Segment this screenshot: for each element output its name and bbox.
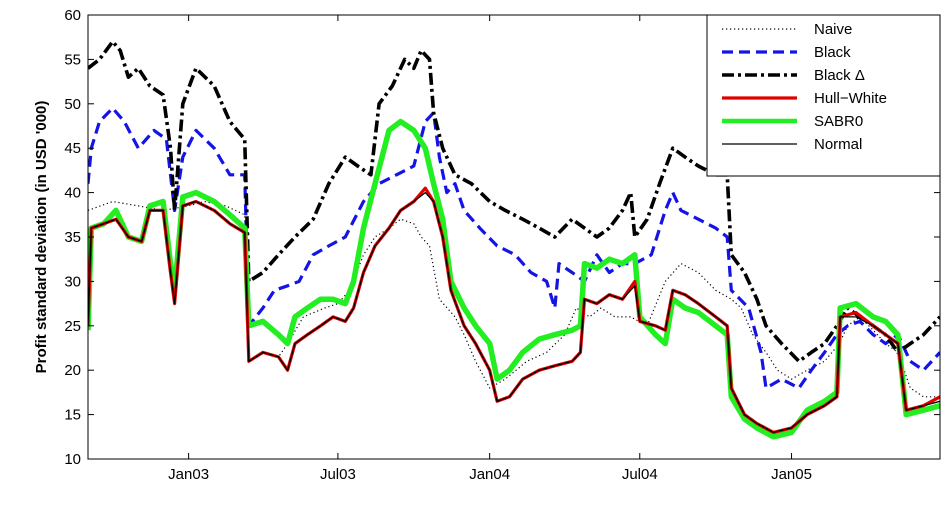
series-2 <box>88 39 940 364</box>
series-line-4 <box>88 118 940 440</box>
series-4 <box>88 118 940 440</box>
y-axis-title: Profit standard deviation (in USD '000) <box>33 101 50 374</box>
legend-entry-2: Black Δ <box>722 67 865 84</box>
legend-label: Black <box>814 44 851 61</box>
legend: Naive Black Black Δ Hull−White SABR0 Normal <box>706 14 941 177</box>
x-tick-label: Jan03 <box>168 466 209 483</box>
legend-label: Hull−White <box>814 90 887 107</box>
x-tick-label: Jul04 <box>622 466 658 483</box>
y-tick-label: 40 <box>64 185 81 202</box>
y-tick-label: 10 <box>64 451 81 468</box>
legend-label: Black Δ <box>814 67 865 84</box>
legend-entry-4: SABR0 <box>722 113 863 130</box>
series-line-5 <box>88 191 940 434</box>
series-line-2 <box>88 39 940 364</box>
series-5 <box>88 191 940 434</box>
legend-entry-1: Black <box>722 44 851 61</box>
series-line-1 <box>88 106 940 390</box>
legend-box <box>706 14 941 177</box>
legend-label: Normal <box>814 136 862 153</box>
y-tick-label: 45 <box>64 140 81 157</box>
y-tick-label: 60 <box>64 7 81 24</box>
legend-entry-3: Hull−White <box>722 90 887 107</box>
y-axis: 10 15 20 25 30 35 40 45 50 55 60 <box>64 7 940 468</box>
x-tick-label: Jul03 <box>320 466 356 483</box>
x-tick-label: Jan04 <box>469 466 510 483</box>
series-layer <box>88 39 940 440</box>
y-tick-label: 50 <box>64 96 81 113</box>
y-tick-label: 20 <box>64 362 81 379</box>
x-axis: Jan03 Jul03 Jan04 Jul04 Jan05 <box>168 15 812 483</box>
x-tick-label: Jan05 <box>771 466 812 483</box>
legend-label: Naive <box>814 21 852 38</box>
legend-label: SABR0 <box>814 113 863 130</box>
y-tick-label: 30 <box>64 273 81 290</box>
legend-entry-5: Normal <box>722 136 862 153</box>
y-tick-label: 35 <box>64 229 81 246</box>
y-tick-label: 55 <box>64 51 81 68</box>
y-tick-label: 25 <box>64 318 81 335</box>
legend-entry-0: Naive <box>722 21 852 38</box>
series-1 <box>88 106 940 390</box>
y-tick-label: 15 <box>64 407 81 424</box>
